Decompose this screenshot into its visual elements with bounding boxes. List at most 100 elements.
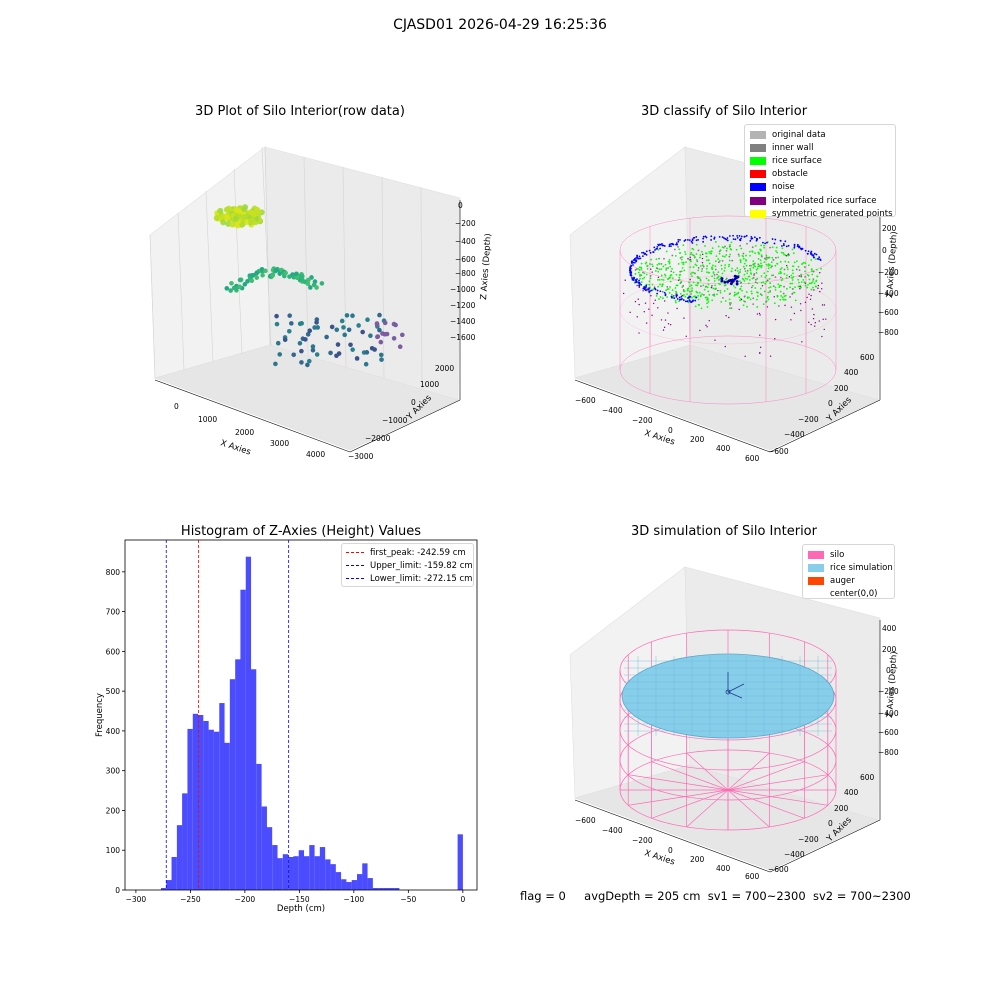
simulation-y-tick: −600: [768, 865, 789, 874]
raw-y-ticks: 2000 1000 0 −1000 −2000 −3000: [348, 364, 454, 461]
legend-item: symmetric generated points: [750, 207, 893, 220]
legend-label: rice simulation: [830, 562, 893, 573]
avg-depth-value: avgDepth = 205 cm: [584, 889, 701, 903]
classify-x-tick: 0: [668, 426, 673, 435]
classify-z-tick: 0: [882, 246, 887, 255]
histogram-x-tick: −150: [289, 895, 310, 904]
histogram-y-tick: 100: [106, 846, 121, 855]
raw-y-tick: −1000: [382, 416, 408, 425]
raw-z-tick: −400: [455, 237, 476, 246]
classify-y-tick: 0: [828, 399, 833, 408]
legend-swatch: [808, 576, 824, 585]
classify-z-tick: −800: [878, 328, 899, 337]
legend-item: center(0,0): [808, 588, 889, 601]
raw-z-tick: −200: [455, 219, 476, 228]
sv2-value: sv2 = 700~2300: [812, 889, 911, 903]
histogram-bar: [335, 872, 342, 890]
classify-x-tick: −600: [575, 396, 596, 405]
legend-swatch: [750, 156, 766, 165]
histogram-bar: [378, 888, 384, 890]
legend-label: Upper_limit: -159.82 cm: [370, 560, 473, 571]
legend-item: first_peak: -242.59 cm: [346, 546, 469, 559]
legend-line-swatch: [346, 578, 364, 580]
histogram-bar: [245, 556, 252, 890]
legend-swatch: [750, 170, 766, 179]
histogram-y-tick: 600: [106, 647, 121, 656]
raw-y-tick: −2000: [365, 434, 391, 443]
classify-y-tick: 400: [844, 368, 859, 377]
histogram-bar: [330, 864, 336, 890]
histogram-bar: [282, 854, 289, 890]
raw-z-ticks: 0 −200 −400 −600 −800 −1000 −1200 −1400 …: [450, 201, 476, 342]
simulation-3d-plot: −600 −400 −200 0 200 400 600 X Axies 600…: [569, 566, 900, 880]
raw-y-tick: 0: [411, 398, 416, 407]
raw-z-tick: −1600: [450, 333, 476, 342]
legend-item: Lower_limit: -272.15 cm: [346, 572, 472, 585]
legend-label: symmetric generated points: [772, 208, 893, 219]
raw-3d-panes: [149, 146, 461, 451]
legend-item: rice simulation: [808, 561, 893, 574]
simulation-y-tick: −400: [784, 850, 805, 859]
legend-swatch: [750, 196, 766, 205]
legend-label: auger: [830, 575, 855, 586]
histogram-bar: [367, 878, 373, 890]
classify-y-tick: −400: [784, 430, 805, 439]
legend-label: interpolated rice surface: [772, 195, 877, 206]
histogram-bar: [372, 888, 379, 890]
simulation-z-tick: 0: [886, 666, 891, 675]
histogram-bar: [325, 859, 331, 890]
histogram-bar: [457, 834, 463, 890]
histogram-bar: [203, 720, 209, 890]
histogram-x-tick: −200: [235, 895, 256, 904]
raw-z-label: Z Axies (Depth): [479, 233, 494, 300]
histogram-bar: [298, 850, 305, 890]
raw-x-tick: 4000: [306, 450, 325, 459]
classify-plot-title: 3D classify of Silo Interior: [640, 104, 808, 119]
classify-x-ticks: −600 −400 −200 0 200 400 600: [575, 396, 760, 463]
raw-z-tick: −1000: [450, 285, 476, 294]
histogram-bar: [394, 888, 400, 890]
raw-y-tick: 2000: [435, 364, 454, 373]
histogram-x-tick: −250: [180, 895, 201, 904]
raw-z-tick: −800: [455, 269, 476, 278]
legend-item: inner wall: [750, 141, 890, 154]
histogram-y-tick: 300: [106, 767, 121, 776]
histogram-legend: first_peak: -242.59 cm Upper_limit: -159…: [341, 543, 474, 587]
histogram-bar: [261, 806, 267, 890]
simulation-y-tick: −200: [798, 835, 819, 844]
histogram-bar: [341, 879, 347, 890]
classify-x-tick: 600: [745, 454, 760, 463]
histogram-bar: [256, 763, 262, 890]
histogram-x-tick: −300: [126, 895, 147, 904]
legend-item: silo: [808, 548, 889, 561]
classify-z-tick: −200: [878, 268, 899, 277]
histogram-bar: [235, 659, 241, 890]
histogram-bar: [192, 713, 199, 890]
histogram-bar: [346, 882, 352, 890]
histogram-x-tick: −50: [400, 895, 416, 904]
raw-z-tick: −600: [455, 255, 476, 264]
classify-z-label: Z Axies (Depth): [885, 231, 900, 298]
simulation-plot-title: 3D simulation of Silo Interior: [631, 524, 817, 539]
raw-y-tick: −3000: [348, 452, 374, 461]
histogram-bar: [277, 858, 283, 890]
raw-x-tick: 1000: [198, 415, 217, 424]
histogram-y-tick: 500: [106, 687, 121, 696]
histogram-x-tick: 0: [460, 895, 465, 904]
raw-x-tick: 0: [174, 402, 179, 411]
raw-z-tick: −1200: [450, 301, 476, 310]
histogram-bar: [314, 856, 320, 890]
status-line: flag = 0 avgDepth = 205 cm sv1 = 700~230…: [520, 889, 911, 903]
legend-label: center(0,0): [830, 589, 878, 600]
figure-title: CJASD01 2026-04-29 16:25:36: [393, 17, 607, 33]
simulation-z-tick: −800: [878, 748, 899, 757]
simulation-x-tick: 600: [745, 872, 760, 880]
simulation-x-tick: −600: [575, 816, 596, 825]
histogram-bar: [171, 856, 177, 890]
raw-z-tick: 0: [458, 201, 463, 210]
legend-label: original data: [772, 129, 826, 140]
histogram-bar: [176, 825, 183, 890]
histogram-bar: [362, 863, 368, 890]
legend-item: rice surface: [750, 154, 890, 167]
classify-z-tick: 200: [882, 224, 897, 233]
